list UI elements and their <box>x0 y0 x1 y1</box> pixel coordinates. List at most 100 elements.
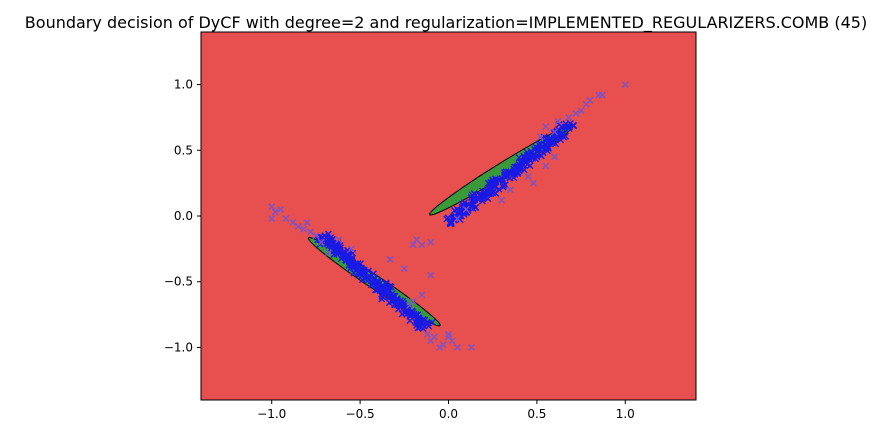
outlier-point <box>524 173 532 181</box>
outlier-point <box>565 113 573 121</box>
data-point <box>501 181 509 189</box>
data-point <box>565 124 573 132</box>
data-point <box>349 259 357 267</box>
outlier-point <box>418 291 426 299</box>
outlier-point <box>427 271 435 279</box>
outlier-point <box>409 241 417 249</box>
plot-background <box>201 32 696 400</box>
data-point <box>523 148 531 156</box>
outlier-point <box>577 107 585 115</box>
outlier-point <box>551 128 559 136</box>
outlier-point <box>307 228 315 236</box>
data-point <box>495 185 503 193</box>
data-point <box>349 249 357 257</box>
outlier-point <box>445 330 452 338</box>
outlier-point <box>413 236 421 244</box>
data-point <box>531 150 539 158</box>
data-point <box>566 123 574 131</box>
data-point <box>512 163 520 171</box>
data-point <box>492 176 500 184</box>
outlier-point <box>453 343 461 351</box>
outlier-point <box>271 208 279 216</box>
data-point <box>328 244 336 252</box>
outlier-point <box>335 236 343 244</box>
data-point <box>359 269 367 277</box>
data-point <box>482 193 490 201</box>
data-point <box>492 178 500 186</box>
data-point <box>336 246 344 254</box>
x-tick-label: −0.5 <box>346 407 375 421</box>
outlier-point <box>554 117 562 125</box>
data-point <box>353 265 361 273</box>
outlier-point <box>506 186 514 194</box>
y-tick-label: 1.0 <box>174 78 193 92</box>
outlier-point <box>462 205 470 213</box>
data-point <box>501 173 509 181</box>
data-point <box>415 314 423 322</box>
data-point <box>354 259 362 267</box>
data-point <box>472 203 480 211</box>
data-point <box>384 293 392 301</box>
data-point <box>489 189 497 197</box>
data-point <box>393 295 401 303</box>
data-point <box>403 310 411 318</box>
outlier-point <box>551 153 559 161</box>
y-tick-label: −1.0 <box>164 340 193 354</box>
data-point <box>394 305 402 313</box>
y-tick-label: 0.0 <box>174 209 193 223</box>
data-point <box>338 250 346 258</box>
outlier-point <box>386 255 394 263</box>
outlier-point <box>621 81 629 89</box>
data-point <box>419 321 427 329</box>
outlier-point <box>300 225 308 233</box>
data-point <box>510 167 518 175</box>
outlier-point <box>303 219 311 227</box>
outlier-point <box>448 337 456 345</box>
data-point <box>446 220 454 228</box>
data-point <box>537 143 545 151</box>
outlier-point <box>572 109 580 117</box>
data-point <box>544 144 552 152</box>
outlier-point <box>542 162 550 170</box>
data-point <box>470 196 478 204</box>
outlier-point <box>406 301 414 309</box>
data-point <box>378 295 386 303</box>
outlier-point <box>467 343 475 351</box>
x-tick-label: 0.0 <box>439 407 458 421</box>
outlier-point <box>289 219 297 227</box>
outlier-point <box>268 203 276 211</box>
data-point <box>381 288 389 296</box>
data-point <box>458 207 466 215</box>
outlier-point <box>582 100 590 108</box>
outlier-point <box>430 333 438 341</box>
outlier-point <box>536 133 544 141</box>
data-point <box>411 312 419 320</box>
outlier-point <box>317 238 325 246</box>
y-tick-label: −0.5 <box>164 275 193 289</box>
data-point <box>529 154 537 162</box>
outlier-point <box>453 215 461 223</box>
data-point <box>448 215 456 223</box>
x-axis: −1.0 −0.5 0.0 0.5 1.0 <box>257 400 635 421</box>
data-point <box>324 230 332 238</box>
data-point <box>453 205 461 213</box>
data-point <box>520 154 528 162</box>
chart-title: Boundary decision of DyCF with degree=2 … <box>25 13 867 33</box>
data-point <box>486 185 494 193</box>
data-point <box>406 317 414 325</box>
x-tick-label: 0.5 <box>527 407 546 421</box>
data-point <box>456 210 464 218</box>
data-point <box>537 152 545 160</box>
x-tick-label: 1.0 <box>616 407 635 421</box>
outlier-point <box>498 196 506 204</box>
outlier-point <box>427 238 435 246</box>
outlier-point <box>282 215 290 223</box>
data-point <box>526 162 534 170</box>
data-point <box>428 318 436 326</box>
outlier-point <box>294 223 302 231</box>
outlier-point <box>423 330 431 338</box>
outlier-point <box>347 245 355 253</box>
y-axis: −1.0 −0.5 0.0 0.5 1.0 <box>164 78 201 354</box>
outlier-point <box>277 205 285 213</box>
